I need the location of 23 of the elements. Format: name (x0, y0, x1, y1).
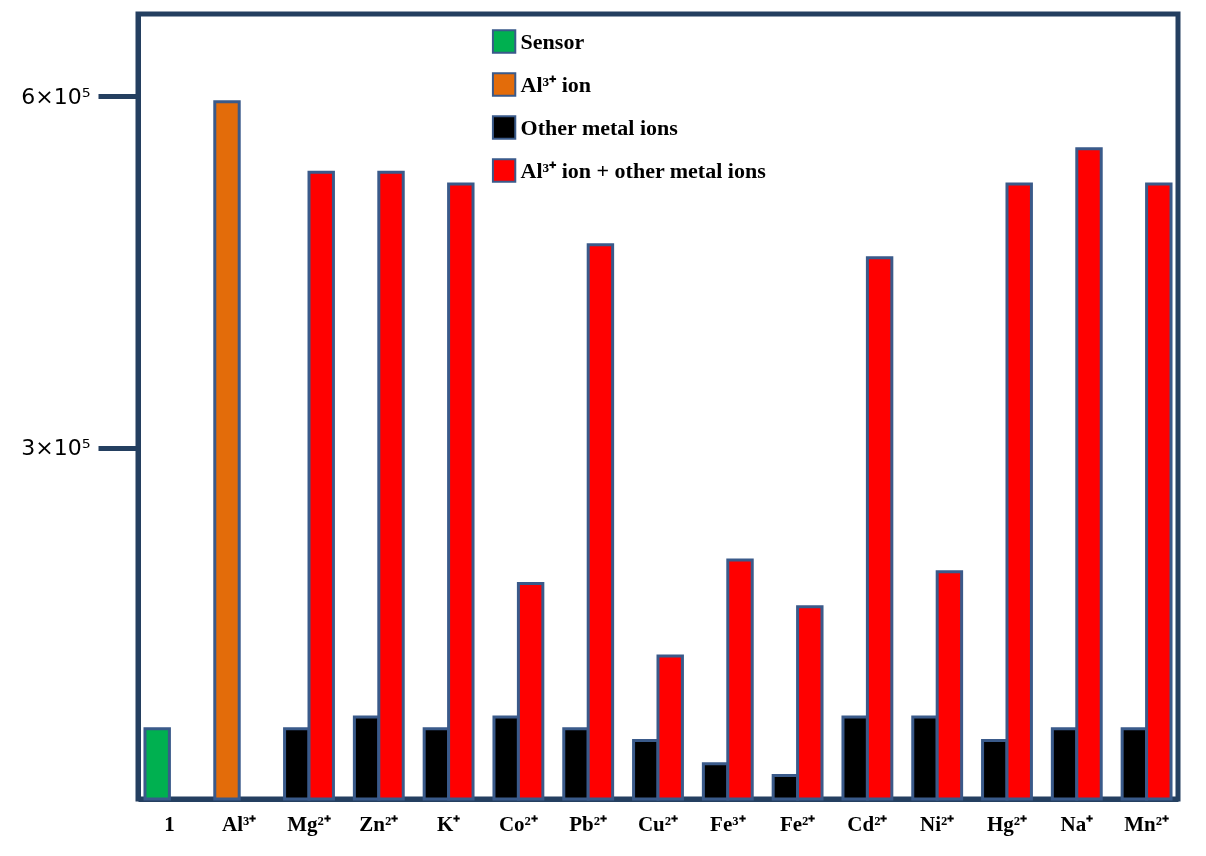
x-tick-label: Mn²⁺ (1124, 811, 1169, 836)
x-tick-label: Al³⁺ (222, 811, 257, 836)
x-tick-label: Hg²⁺ (986, 811, 1028, 836)
legend-label: Other metal ions (520, 114, 679, 140)
x-tick-label: Pb²⁺ (569, 811, 608, 836)
y-tick-label: 3×10⁵ (21, 435, 91, 461)
y-tick-label: 6×10⁵ (21, 83, 91, 109)
x-tick-label: Cd²⁺ (847, 811, 888, 836)
x-tick-label: K⁺ (436, 811, 461, 836)
x-tick-label: Co²⁺ (498, 811, 538, 836)
x-tick-label: Fe³⁺ (710, 811, 746, 836)
bar (213, 100, 241, 801)
x-tick-label: Ni²⁺ (920, 811, 955, 836)
x-tick-label: Fe²⁺ (779, 811, 816, 836)
legend-label: Al³⁺ ion + other metal ions (520, 157, 767, 183)
legend-label: Sensor (520, 28, 585, 54)
x-tick-label: Zn²⁺ (359, 811, 399, 836)
x-tick-label: Mg²⁺ (287, 811, 331, 836)
legend-label: Al³⁺ ion (520, 71, 592, 97)
x-tick-label: Cu²⁺ (637, 811, 679, 836)
bar (143, 727, 171, 801)
x-tick-label: Na⁺ (1060, 811, 1094, 836)
x-tick-label: 1 (164, 811, 175, 836)
